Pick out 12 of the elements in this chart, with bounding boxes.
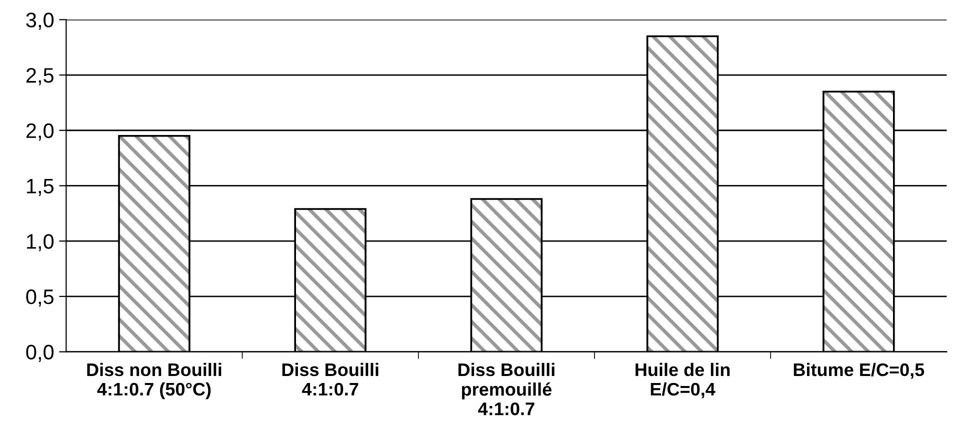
x-tick-label: Diss non Bouilli 4:1:0.7 (50°C) [87,362,222,400]
y-tick-label: 3,0 [26,12,54,30]
y-tick-label: 1,5 [26,178,54,196]
y-tick-label: 1,0 [26,234,54,252]
y-tick-label: 0,0 [26,344,54,362]
x-tick-label: Huile de lin E/C=0,4 [636,362,730,398]
y-tick-label: 2,0 [26,123,54,141]
x-tick-label: Diss Bouilli premouillé 4:1:0.7 [458,362,554,416]
x-tick-label: Diss Bouilli 4:1:0.7 [282,362,378,396]
x-tick-label: Bitume E/C=0,5 [794,362,924,379]
y-tick-label: 0,5 [26,289,54,307]
y-tick-label: 2,5 [26,68,54,86]
